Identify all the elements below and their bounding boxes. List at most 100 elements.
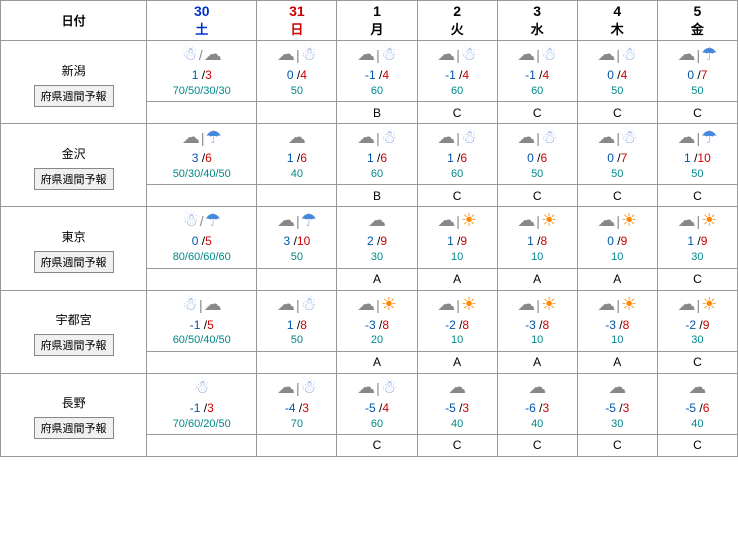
cloud-icon	[437, 210, 455, 230]
reliability-cell: B	[337, 102, 417, 124]
weather-icons: |	[341, 43, 412, 67]
prefecture-forecast-button[interactable]: 府県週間予報	[34, 168, 114, 190]
prefecture-forecast-button[interactable]: 府県週間予報	[34, 85, 114, 107]
weather-cell: 2 /930	[337, 207, 417, 268]
cloud-icon	[204, 294, 222, 314]
weather-icons: |	[422, 126, 493, 150]
reliability-cell: C	[337, 434, 417, 456]
reliability-cell	[147, 434, 257, 456]
temp-range: 0 /5	[151, 233, 252, 250]
reliability-cell	[147, 185, 257, 207]
weather-icons: |	[582, 209, 653, 233]
sun-icon	[541, 210, 557, 230]
temp-range: -6 /3	[502, 400, 573, 417]
precipitation-prob: 10	[582, 250, 653, 265]
reliability-cell: A	[337, 268, 417, 290]
weather-cell: |-2 /810	[417, 290, 497, 351]
snow-icon	[183, 210, 199, 230]
cloud-icon	[597, 44, 615, 64]
temp-range: 0 /9	[582, 233, 653, 250]
weather-cell: |1 /660	[417, 124, 497, 185]
cloud-icon	[437, 127, 455, 147]
temp-range: -1 /3	[151, 400, 252, 417]
precipitation-prob: 50	[662, 167, 733, 182]
weather-icons	[502, 376, 573, 400]
cloud-icon	[678, 294, 696, 314]
sun-icon	[701, 210, 717, 230]
temp-range: 1 /6	[341, 150, 412, 167]
weather-icons	[341, 209, 412, 233]
day-header-6: 5金	[657, 1, 737, 41]
precipitation-prob: 10	[502, 250, 573, 265]
weather-icons: |	[502, 126, 573, 150]
sun-icon	[381, 294, 397, 314]
weather-icons: |	[582, 293, 653, 317]
reliability-cell: A	[577, 268, 657, 290]
precipitation-prob: 70/50/30/30	[151, 84, 252, 99]
snow-icon	[301, 377, 317, 397]
temp-range: 3 /6	[151, 150, 252, 167]
temp-range: 3 /10	[261, 233, 332, 250]
prefecture-forecast-button[interactable]: 府県週間予報	[34, 251, 114, 273]
snow-icon	[621, 127, 637, 147]
precipitation-prob: 30	[662, 333, 733, 348]
rain-icon	[701, 127, 717, 147]
reliability-cell: C	[577, 102, 657, 124]
sun-icon	[621, 294, 637, 314]
temp-range: 0 /4	[261, 67, 332, 84]
temp-range: -4 /3	[261, 400, 332, 417]
precipitation-prob: 50	[582, 167, 653, 182]
weather-cell: |-3 /810	[577, 290, 657, 351]
temp-range: 1 /8	[261, 317, 332, 334]
reliability-cell: C	[497, 434, 577, 456]
precipitation-prob: 40	[261, 167, 332, 182]
weather-icons: |	[422, 43, 493, 67]
temp-range: -3 /8	[341, 317, 412, 334]
reliability-cell: C	[657, 434, 737, 456]
cloud-icon	[678, 127, 696, 147]
precipitation-prob: 70/60/20/50	[151, 417, 252, 432]
cloud-icon	[688, 377, 706, 397]
prefecture-forecast-button[interactable]: 府県週間予報	[34, 334, 114, 356]
weather-cell: |-3 /810	[497, 290, 577, 351]
reliability-cell: A	[417, 268, 497, 290]
snow-icon	[182, 44, 198, 64]
city-name: 東京	[5, 224, 142, 251]
day-header-0: 30土	[147, 1, 257, 41]
cloud-icon	[357, 127, 375, 147]
reliability-cell: C	[657, 102, 737, 124]
day-header-4: 3水	[497, 1, 577, 41]
prefecture-forecast-button[interactable]: 府県週間予報	[34, 417, 114, 439]
weather-cell: |-1 /560/50/40/50	[147, 290, 257, 351]
snow-icon	[381, 127, 397, 147]
reliability-cell: B	[337, 185, 417, 207]
weather-cell: |-5 /460	[337, 373, 417, 434]
temp-range: 1 /10	[662, 150, 733, 167]
weather-icons	[422, 376, 493, 400]
cloud-icon	[528, 377, 546, 397]
weather-cell: |0 /650	[497, 124, 577, 185]
sun-icon	[541, 294, 557, 314]
weather-cell: |1 /1050	[657, 124, 737, 185]
temp-range: -5 /3	[582, 400, 653, 417]
weather-icons	[151, 376, 252, 400]
precipitation-prob: 40	[502, 417, 573, 432]
snow-icon	[621, 44, 637, 64]
temp-range: -5 /6	[662, 400, 733, 417]
reliability-cell: C	[577, 434, 657, 456]
cloud-icon	[597, 210, 615, 230]
weather-icons: |	[662, 293, 733, 317]
reliability-cell	[257, 351, 337, 373]
rain-icon	[206, 127, 222, 147]
cloud-icon	[182, 127, 200, 147]
city-name: 新潟	[5, 58, 142, 85]
cloud-icon	[277, 377, 295, 397]
precipitation-prob: 30	[341, 250, 412, 265]
precipitation-prob: 50	[261, 333, 332, 348]
temp-range: 1 /9	[662, 233, 733, 250]
sun-icon	[621, 210, 637, 230]
precipitation-prob: 50	[662, 84, 733, 99]
weather-cell: |-1 /460	[497, 41, 577, 102]
weather-cell: |0 /450	[577, 41, 657, 102]
weather-icons: |	[662, 126, 733, 150]
